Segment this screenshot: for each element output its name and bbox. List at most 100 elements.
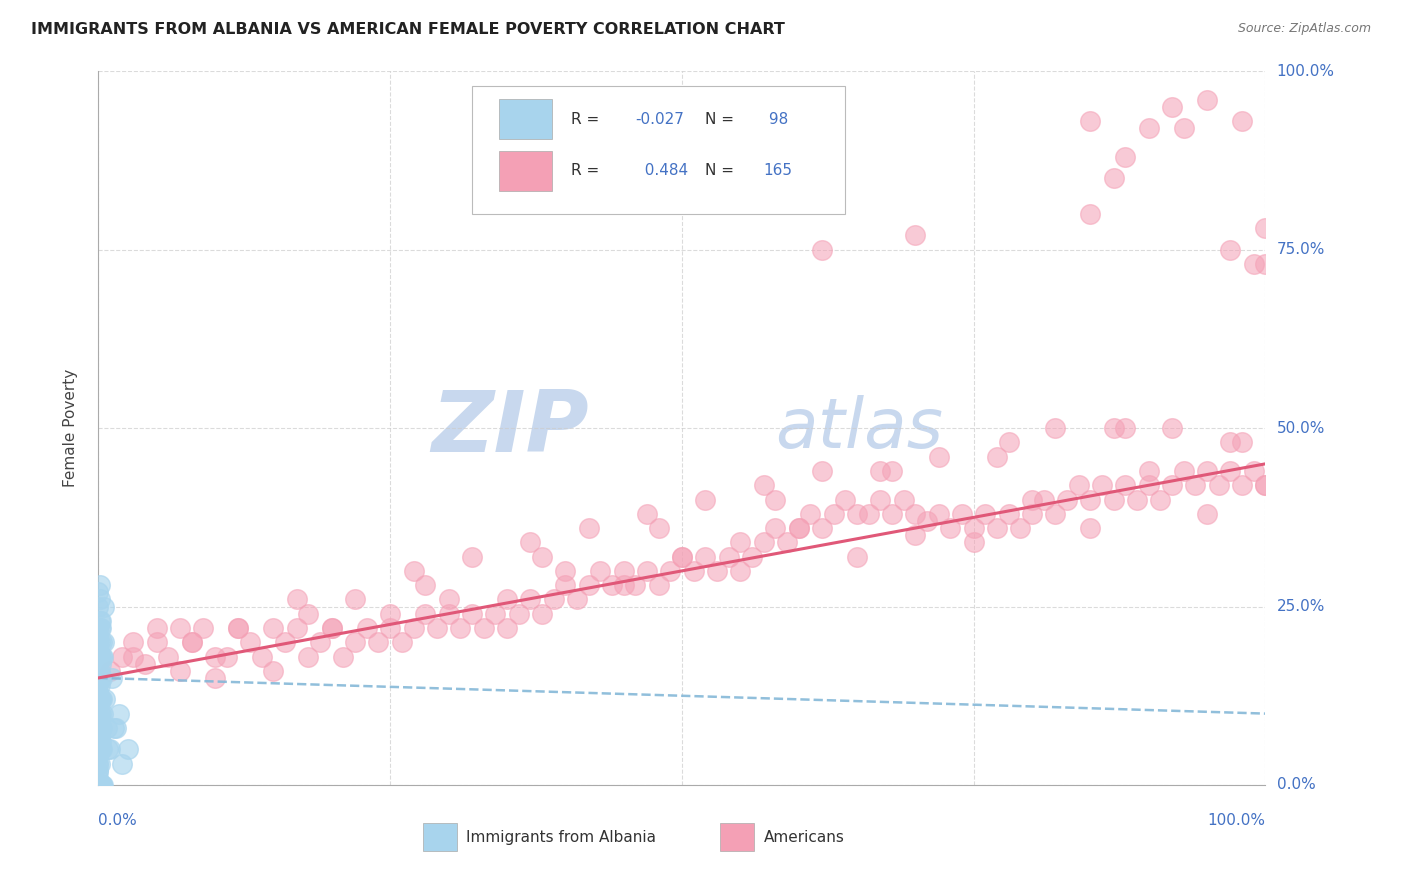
Point: [763, 492, 786, 507]
Text: 0.0%: 0.0%: [1277, 778, 1315, 792]
Point: [90, 614, 112, 628]
Point: [250, 649, 273, 664]
Point: [111, 649, 134, 664]
Point: [823, 507, 845, 521]
Point: [89, 778, 111, 792]
Point: [87, 657, 110, 671]
Point: [519, 592, 541, 607]
Point: [87, 721, 110, 735]
Point: [928, 450, 950, 464]
Point: [87, 778, 110, 792]
Point: [87, 735, 110, 749]
Point: [647, 521, 669, 535]
Point: [636, 564, 658, 578]
Point: [1056, 492, 1078, 507]
Point: [1021, 507, 1043, 521]
Point: [89, 721, 111, 735]
Point: [530, 607, 553, 621]
Point: [1254, 221, 1277, 235]
Text: 25.0%: 25.0%: [1277, 599, 1324, 614]
Point: [87, 756, 110, 771]
Point: [752, 535, 775, 549]
Point: [893, 492, 915, 507]
Point: [97, 742, 120, 756]
Point: [776, 535, 799, 549]
Point: [87, 671, 110, 685]
FancyBboxPatch shape: [472, 86, 845, 214]
Text: R =: R =: [571, 112, 605, 127]
Point: [846, 549, 869, 564]
Point: [380, 621, 402, 635]
Point: [402, 621, 425, 635]
Point: [391, 635, 413, 649]
FancyBboxPatch shape: [499, 99, 553, 139]
Point: [87, 685, 110, 699]
Point: [87, 735, 110, 749]
Point: [1102, 171, 1125, 186]
Point: [974, 507, 997, 521]
Point: [1243, 257, 1265, 271]
Point: [134, 657, 156, 671]
Point: [285, 592, 308, 607]
Point: [146, 621, 169, 635]
Point: [90, 706, 112, 721]
Point: [554, 564, 576, 578]
Point: [87, 692, 110, 706]
Text: Immigrants from Albania: Immigrants from Albania: [465, 830, 657, 845]
Point: [508, 607, 530, 621]
Point: [402, 564, 425, 578]
Point: [98, 664, 121, 678]
Text: IMMIGRANTS FROM ALBANIA VS AMERICAN FEMALE POVERTY CORRELATION CHART: IMMIGRANTS FROM ALBANIA VS AMERICAN FEMA…: [31, 22, 785, 37]
Point: [332, 649, 354, 664]
Point: [997, 435, 1019, 450]
Point: [1067, 478, 1090, 492]
Point: [1161, 100, 1184, 114]
Point: [730, 564, 752, 578]
Point: [367, 635, 389, 649]
Point: [461, 607, 484, 621]
Point: [297, 649, 319, 664]
Point: [91, 649, 114, 664]
Point: [904, 528, 927, 542]
Point: [87, 706, 110, 721]
Point: [413, 578, 436, 592]
FancyBboxPatch shape: [423, 822, 457, 851]
Text: ZIP: ZIP: [430, 386, 589, 470]
Point: [96, 721, 118, 735]
Point: [108, 706, 131, 721]
Text: 75.0%: 75.0%: [1277, 243, 1324, 257]
Point: [787, 521, 810, 535]
Point: [87, 778, 110, 792]
Point: [90, 778, 112, 792]
Point: [87, 721, 110, 735]
Point: [228, 621, 250, 635]
Point: [321, 621, 343, 635]
Point: [1032, 492, 1054, 507]
Point: [91, 706, 114, 721]
Point: [87, 778, 110, 792]
Point: [285, 621, 308, 635]
Point: [90, 649, 112, 664]
Point: [87, 749, 110, 764]
Point: [565, 592, 588, 607]
Point: [1230, 478, 1253, 492]
Point: [1045, 421, 1067, 435]
Point: [87, 778, 110, 792]
Point: [1080, 207, 1102, 221]
Point: [578, 578, 600, 592]
Point: [90, 721, 112, 735]
Point: [811, 521, 834, 535]
Point: [87, 635, 110, 649]
Point: [695, 549, 717, 564]
Point: [1254, 257, 1277, 271]
Point: [869, 464, 891, 478]
Point: [717, 549, 740, 564]
Point: [90, 671, 112, 685]
Point: [89, 635, 111, 649]
Point: [1021, 492, 1043, 507]
Point: [356, 621, 378, 635]
Point: [1137, 478, 1160, 492]
Point: [89, 649, 111, 664]
Point: [880, 464, 903, 478]
Point: [1230, 114, 1253, 128]
